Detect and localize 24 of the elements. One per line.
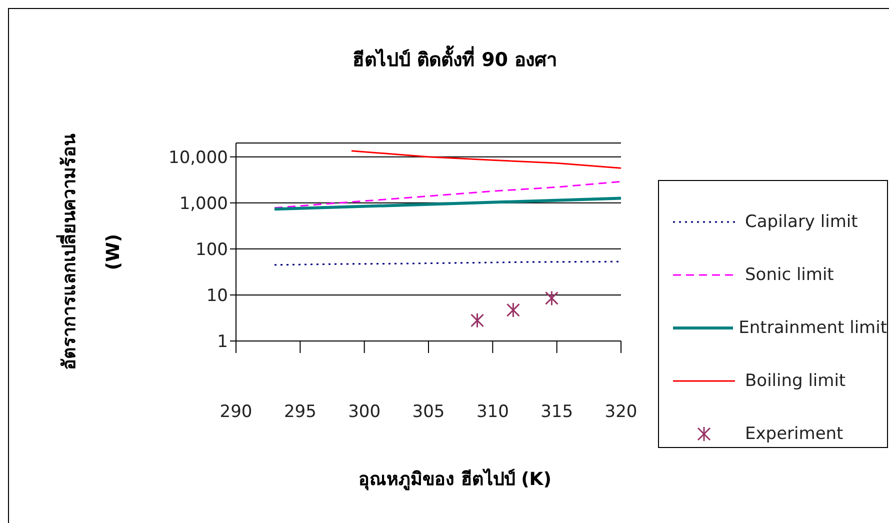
legend-label: Sonic limit (745, 264, 834, 284)
x-tick-label: 315 (540, 402, 574, 422)
point (544, 290, 558, 306)
legend-label: Capilary limit (745, 212, 858, 232)
legend-label: Experiment (745, 424, 844, 444)
x-tick-label: 320 (604, 402, 638, 422)
legend-label: Entrainment limit (738, 318, 887, 338)
x-tick-label: 310 (476, 402, 509, 422)
chart-title: ฮีตไปป์ ติดตั้งที่ 90 องศา (351, 44, 559, 73)
y-tick-label: 1,000 (179, 194, 228, 214)
legend-label: Boiling limit (745, 370, 846, 390)
y-tick-label: 10,000 (168, 148, 228, 168)
x-tick-label: 305 (412, 402, 445, 422)
line-series (350, 150, 621, 169)
y-tick-label: 1 (217, 332, 228, 352)
point (470, 312, 484, 328)
y-tick-label: 100 (196, 240, 228, 260)
x-axis-title: อุณหภูมิของ ฮีตไปป์ (K) (358, 467, 552, 492)
line-series (274, 180, 621, 209)
point (506, 302, 520, 318)
x-tick-label: 300 (348, 402, 381, 422)
y-tick-label: 10 (206, 286, 228, 306)
x-tick-label: 295 (284, 402, 316, 422)
x-tick-label: 290 (220, 402, 252, 422)
